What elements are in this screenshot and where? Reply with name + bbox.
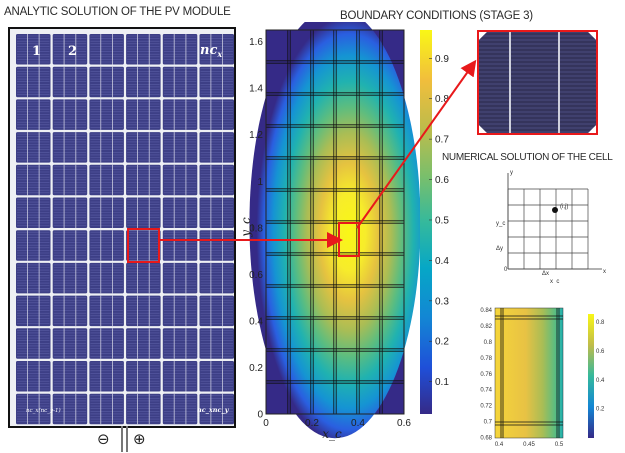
colorbar: 0.1 0.2 0.3 0.4 0.5 0.6 0.7 0.8 0.9 <box>420 30 449 414</box>
mini-heat-x-tick: 0.45 <box>523 442 535 448</box>
heatmap-x-tick: 0.6 <box>397 418 411 429</box>
boundary-heatmap-plot: 0 0.2 0.4 0.6 0 0.2 0.4 0.6 0.8 1 1.2 1.4 1.6 x_c y_… <box>240 22 420 441</box>
dy-label: Δy <box>496 246 503 252</box>
mini-colorbar-tick: 0.4 <box>596 378 605 384</box>
heatmap-y-tick: 0 <box>257 410 263 421</box>
heatmap-y-tick: 0.4 <box>249 316 263 327</box>
plus-terminal-icon: ⊕ <box>133 430 146 448</box>
heatmap-y-tick: 0.8 <box>249 223 263 234</box>
mini-heat-y-tick: 0.8 <box>484 340 493 346</box>
colorbar-tick: 0.4 <box>435 256 449 267</box>
mini-heat-y-tick: 0.72 <box>480 404 492 410</box>
node-point <box>552 207 558 213</box>
heatmap-xlabel: x_c <box>322 427 342 441</box>
heatmap-y-tick: 1.4 <box>249 84 263 95</box>
numerical-grid-diagram: (i,j) y x y_c x_c Δx Δy 0 <box>496 170 606 283</box>
mini-heat-y-tick: 0.82 <box>480 324 492 330</box>
colorbar-tick: 0.8 <box>435 94 449 105</box>
heatmap-y-tick: 1 <box>257 177 263 188</box>
cell-label-bottom-left: nc_x(nc_y-1) <box>26 407 61 414</box>
mini-heat-y-tick: 0.7 <box>484 420 493 426</box>
mini-colorbar-tick: 0.8 <box>596 320 605 326</box>
x-axis-label: x <box>603 269 606 275</box>
xc-label: x_c <box>550 279 559 283</box>
busbar-right <box>558 32 560 133</box>
cell-heatmap-inset: 0.68 0.7 0.72 0.74 0.76 0.78 0.8 0.82 0.84 0.4 0.4… <box>480 307 605 448</box>
mini-heat-x-tick: 0.4 <box>495 442 504 448</box>
colorbar-tick: 0.9 <box>435 54 449 65</box>
mini-heat-y-tick: 0.74 <box>480 388 492 394</box>
heatmap-x-tick: 0.2 <box>305 418 319 429</box>
colorbar-tick: 0.7 <box>435 135 449 146</box>
pv-module-frame: 1 2 ncx nc_x(nc_y-1) nc_xnc_y <box>8 27 236 428</box>
terminal-wire-left <box>121 426 123 452</box>
mini-colorbar-tick: 0.6 <box>596 349 605 355</box>
mini-heat-y-tick: 0.76 <box>480 372 492 378</box>
heatmap-y-tick: 0.6 <box>249 270 263 281</box>
node-label: (i,j) <box>560 204 568 210</box>
cell-label-ncx-sub: x <box>216 49 222 59</box>
colorbar-tick: 0.1 <box>435 377 449 388</box>
mini-colorbar <box>588 314 594 438</box>
heatmap-y-tick: 1.2 <box>249 130 263 141</box>
minus-terminal-icon: ⊖ <box>97 430 110 448</box>
module-title: ANALYTIC SOLUTION OF THE PV MODULE <box>4 6 231 18</box>
cell-label-ncx-main: nc <box>200 43 217 58</box>
y-axis-label: y <box>510 170 513 176</box>
boundary-title: BOUNDARY CONDITIONS (STAGE 3) <box>340 10 533 22</box>
cell-label-1: 1 <box>32 44 41 59</box>
colorbar-tick: 0.2 <box>435 337 449 348</box>
heatmap-x-tick: 0.4 <box>351 418 365 429</box>
cell-title: NUMERICAL SOLUTION OF THE CELL <box>442 152 613 163</box>
yc-label: y_c <box>496 221 505 227</box>
cell-label-ncx: ncx <box>200 43 222 59</box>
cell-label-bottom-right: nc_xnc_y <box>197 406 230 414</box>
colorbar-gradient <box>420 30 432 414</box>
terminal-wire-right <box>126 426 128 452</box>
busbar-left <box>509 32 511 133</box>
heatmap-y-tick: 1.6 <box>249 37 263 48</box>
cell-photo-inset <box>477 30 598 135</box>
heatmap-field <box>249 22 420 439</box>
cell-photo-texture <box>479 32 596 133</box>
mini-heat-y-tick: 0.68 <box>480 436 492 442</box>
mini-heat-field <box>494 307 564 439</box>
mini-colorbar-tick: 0.2 <box>596 407 605 413</box>
heatmap-y-tick: 0.2 <box>249 363 263 374</box>
cell-label-2: 2 <box>68 44 77 59</box>
colorbar-tick: 0.3 <box>435 296 449 307</box>
dx-label: Δx <box>542 271 549 277</box>
colorbar-tick: 0.5 <box>435 215 449 226</box>
highlight-cell <box>127 228 160 263</box>
heatmap-x-tick: 0 <box>263 418 269 429</box>
pv-module-grid: 1 2 ncx nc_x(nc_y-1) nc_xnc_y <box>16 34 234 425</box>
origin-label: 0 <box>504 267 508 273</box>
mini-heat-x-tick: 0.5 <box>555 442 564 448</box>
heatmap-ylabel: y_c <box>240 217 253 238</box>
mini-heat-y-tick: 0.78 <box>480 356 492 362</box>
mini-heat-y-tick: 0.84 <box>480 308 492 314</box>
colorbar-tick: 0.6 <box>435 175 449 186</box>
